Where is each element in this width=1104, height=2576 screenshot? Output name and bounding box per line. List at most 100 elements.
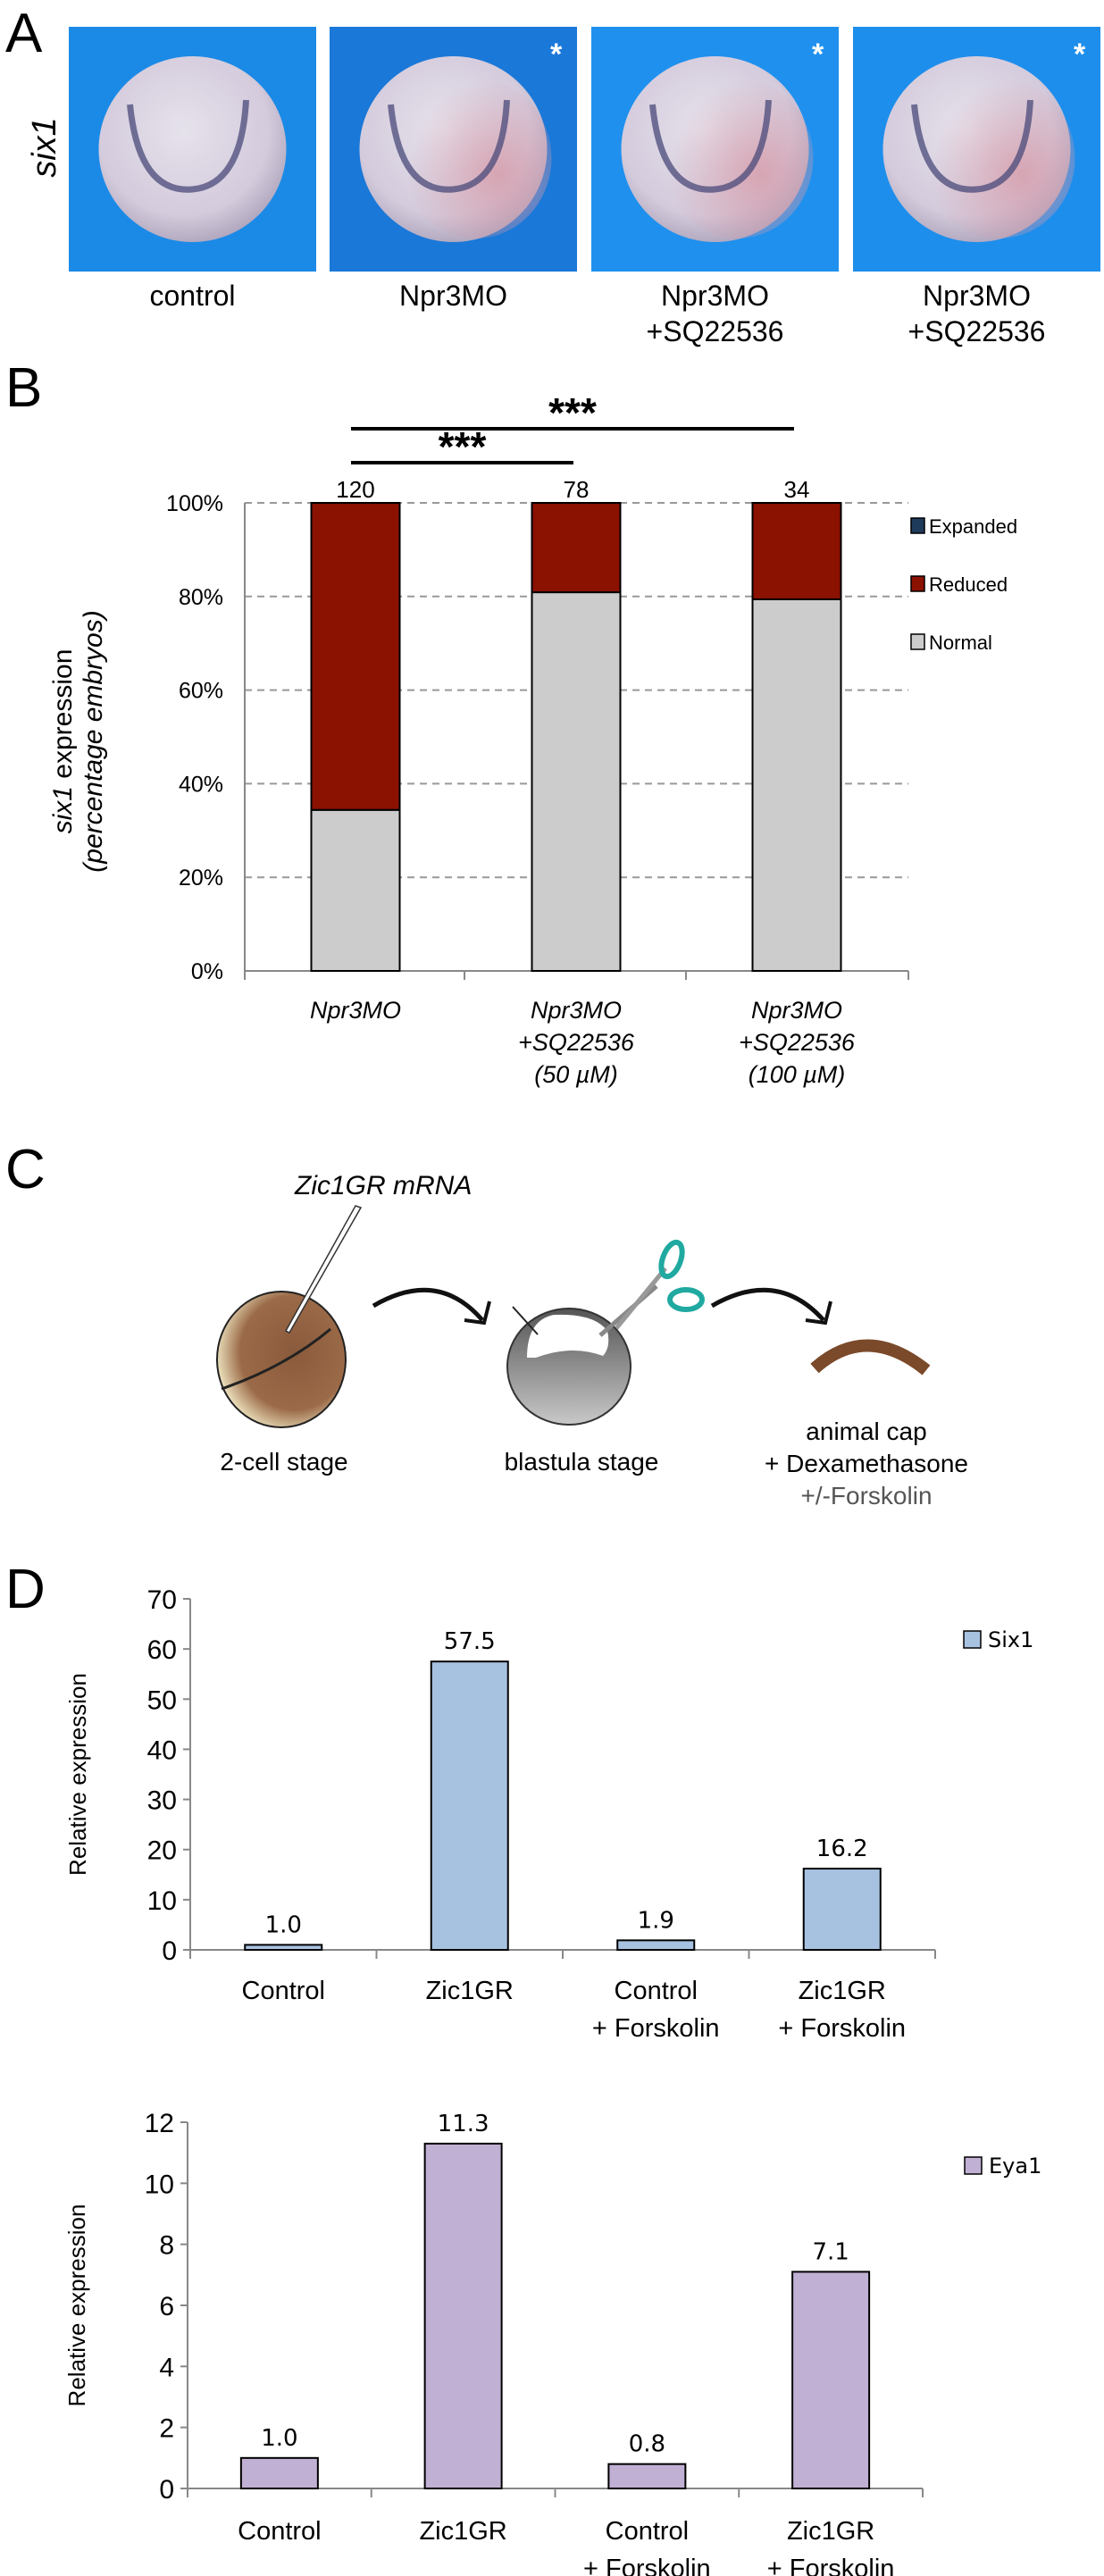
n-label: 120 — [336, 476, 374, 503]
animal-cap-icon — [810, 1339, 931, 1376]
y-tick-label: 40% — [179, 772, 223, 797]
embryo-shading — [661, 78, 814, 238]
image-caption: Npr3MO — [399, 280, 507, 312]
value-label: 0.8 — [629, 2431, 665, 2458]
injection-needle-icon — [284, 1205, 363, 1334]
y-tick-label: 6 — [159, 2292, 174, 2321]
value-label: 1.0 — [265, 1911, 302, 1938]
embryo-image: * Npr3MO — [330, 27, 577, 312]
y-tick-label: 60 — [147, 1635, 177, 1665]
x-category-label: + Forskolin — [778, 2014, 906, 2043]
y-tick-label: 0 — [159, 2475, 174, 2505]
bar-six1 — [244, 1944, 323, 1952]
x-category-label: Control — [606, 2517, 690, 2546]
value-label: 57.5 — [444, 1628, 496, 1655]
y-tick-label: 0 — [162, 1936, 177, 1966]
value-label: 16.2 — [816, 1836, 868, 1862]
y-tick-label: 20 — [147, 1836, 177, 1866]
significance-stars: *** — [439, 423, 487, 470]
x-category-label: (50 µM) — [534, 1061, 618, 1088]
y-tick-label: 10 — [145, 2170, 174, 2199]
x-category-label: Npr3MO — [310, 997, 401, 1024]
x-category-label: Control — [242, 1977, 326, 2005]
significance-stars: *** — [548, 389, 597, 436]
y-tick-label: 50 — [147, 1685, 177, 1715]
y-tick-label: 2 — [159, 2414, 174, 2444]
asterisk-marker: * — [1074, 38, 1086, 71]
image-caption: +SQ22536 — [647, 315, 784, 347]
y-tick-label: 0% — [191, 959, 223, 984]
panel-label-d: D — [5, 1559, 46, 1620]
y-tick-label: 4 — [159, 2353, 174, 2382]
y-axis-title: Relative expression — [64, 1673, 91, 1876]
value-label: 11.3 — [438, 2111, 489, 2137]
value-label: 1.9 — [638, 1907, 674, 1934]
legend-label: Six1 — [988, 1627, 1033, 1652]
panel-d-six1-chart: 0 10 20 30 40 50 60 70 1.0 Control 57.5 Zic1GR 1.9 Co… — [64, 1585, 1033, 2043]
y-tick-label: 8 — [159, 2231, 174, 2261]
panel-c-schematic: Zic1GR mRNA 2-cell stage blastula stage … — [216, 1171, 968, 1510]
arrow-icon — [372, 1287, 484, 1322]
x-category-label: + Forskolin — [583, 2555, 711, 2576]
x-category-label: Npr3MO — [531, 997, 622, 1024]
x-category-label: + Forskolin — [767, 2555, 895, 2576]
legend-swatch-expanded — [910, 517, 925, 534]
value-label: 7.1 — [812, 2238, 849, 2265]
injection-label: Zic1GR mRNA — [294, 1171, 472, 1200]
image-caption: Npr3MO — [661, 280, 769, 312]
value-label: 1.0 — [261, 2425, 297, 2452]
six1-expression-domain — [388, 99, 510, 193]
arrow-icon — [710, 1287, 825, 1322]
image-caption: control — [149, 280, 235, 312]
x-category-label: Control — [238, 2517, 322, 2546]
bar-six1 — [802, 1868, 882, 1952]
result-label-line2: + Dexamethasone — [765, 1450, 968, 1477]
y-tick-label: 10 — [147, 1886, 177, 1916]
x-category-label: + Forskolin — [592, 2014, 720, 2043]
panel-b-chart: 0% 20% 40% 60% 80% 100% 120 Npr3MO 78 Npr3MO +SQ22… — [48, 389, 1017, 1088]
n-label: 34 — [784, 476, 810, 503]
legend-label: Expanded — [929, 515, 1017, 538]
embryo-shading — [923, 78, 1075, 238]
arrow-head-icon — [464, 1301, 491, 1326]
legend-label: Normal — [929, 631, 992, 654]
y-tick-label: 12 — [145, 2109, 174, 2138]
y-tick-label: 30 — [147, 1786, 177, 1816]
asterisk-marker: * — [550, 38, 563, 71]
y-tick-label: 70 — [147, 1585, 177, 1615]
panel-label-b: B — [5, 357, 42, 419]
result-label-line1: animal cap — [806, 1418, 926, 1445]
legend-swatch-eya1 — [964, 2156, 983, 2175]
y-axis-title-gene: six1 — [48, 786, 78, 833]
y-axis-title: six1 expression — [48, 649, 78, 834]
result-label-line3: +/-Forskolin — [800, 1482, 932, 1510]
bar-segment-normal — [751, 598, 842, 972]
y-tick-label: 80% — [179, 585, 223, 610]
x-category-label: (100 µM) — [749, 1061, 846, 1088]
bar-eya1 — [791, 2271, 871, 2490]
panel-d-eya1-chart: 0 2 4 6 8 10 12 1.0 Control 11.3 Zic1GR 0.8 Control +… — [63, 2109, 1041, 2576]
asterisk-marker: * — [812, 38, 824, 71]
row-label-six1: six1 — [26, 117, 63, 178]
embryo-image: * Npr3MO+SQ22536 — [591, 27, 839, 347]
embryo-image: * Npr3MO+SQ22536 — [853, 27, 1100, 347]
legend-swatch-normal — [910, 633, 925, 650]
bar-eya1 — [607, 2463, 687, 2490]
y-axis-title-line2: (percentage embryos) — [79, 610, 108, 872]
n-label: 78 — [564, 476, 590, 503]
scissors-icon — [598, 1239, 705, 1337]
bar-segment-reduced — [531, 502, 622, 594]
y-axis-title-text: expression — [48, 649, 78, 786]
image-caption: +SQ22536 — [908, 315, 1046, 347]
y-tick-label: 20% — [179, 866, 223, 891]
x-category-label: Zic1GR — [426, 1977, 514, 2005]
x-category-label: Control — [615, 1977, 698, 2005]
two-cell-embryo — [216, 1291, 347, 1428]
bar-segment-normal — [310, 808, 401, 973]
panel-label-a: A — [5, 3, 43, 64]
bar-segment-normal — [531, 591, 622, 972]
x-category-label: +SQ22536 — [739, 1029, 856, 1056]
embryo — [98, 56, 287, 242]
bar-eya1 — [239, 2456, 319, 2489]
